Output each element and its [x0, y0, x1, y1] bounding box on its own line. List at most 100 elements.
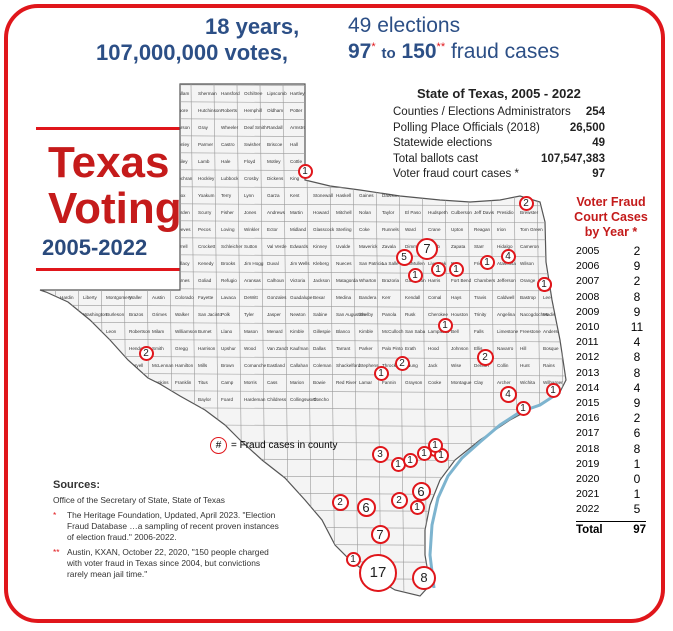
- county-label: Grayson: [405, 380, 423, 385]
- county-label: DeWitt: [244, 295, 259, 300]
- year-row: 2014 4: [576, 381, 646, 396]
- year-label: 2009: [576, 305, 600, 318]
- county-label: Lamb: [198, 159, 210, 164]
- fraud-count-badge: 3: [371, 445, 389, 463]
- county-label: Kimble: [359, 329, 373, 334]
- county-label: Blanco: [336, 329, 350, 334]
- county-label: Wise: [451, 363, 462, 368]
- total-label: Total: [576, 523, 603, 536]
- county-label: Rains: [543, 363, 555, 368]
- county-label: Liberty: [83, 295, 97, 300]
- year-cases: 2: [633, 244, 641, 258]
- county-label: Randall: [267, 125, 283, 130]
- county-label: Lynn: [244, 193, 254, 198]
- county-label: Carson: [175, 125, 190, 130]
- county-label: Swisher: [244, 142, 261, 147]
- county-label: Johnson: [451, 346, 469, 351]
- fraud-count-badge: 6: [356, 497, 376, 517]
- county-label: Jasper: [267, 312, 281, 317]
- county-label: Hale: [221, 159, 231, 164]
- county-label: Navarro: [497, 346, 514, 351]
- county-label: Reeves: [175, 227, 191, 232]
- year-cases: 1: [633, 456, 641, 471]
- county-label: Sutton: [244, 244, 258, 249]
- county-boundary: [40, 321, 566, 326]
- county-label: Nueces: [336, 261, 352, 266]
- county-label: Coke: [359, 227, 370, 232]
- county-label: Madison: [543, 312, 561, 317]
- county-label: Smith: [152, 346, 164, 351]
- year-label: 2013: [576, 366, 600, 379]
- year-label: 2012: [576, 351, 600, 364]
- county-label: Roberts: [221, 108, 238, 113]
- county-label: Lampasas: [428, 329, 450, 334]
- sources-heading: Sources:: [53, 479, 101, 491]
- county-label: Gonzales: [267, 295, 287, 300]
- county-label: Briscoe: [267, 142, 283, 147]
- county-label: Frio: [474, 261, 482, 266]
- county-label: Howard: [313, 210, 329, 215]
- county-label: Hidalgo: [497, 244, 513, 249]
- county-label: Collingsworth: [290, 397, 318, 402]
- county-label: Willacy: [175, 261, 190, 266]
- year-cases: 0: [633, 472, 641, 487]
- county-label: San Patricio: [359, 261, 384, 266]
- stats-label: Voter fraud court cases *: [393, 168, 519, 181]
- county-label: Crockett: [198, 244, 216, 249]
- county-label: Baylor: [198, 397, 211, 402]
- county-label: Sabine: [313, 312, 328, 317]
- county-label: Dallam: [175, 91, 189, 96]
- year-label: 2007: [576, 275, 600, 288]
- county-label: Ward: [405, 227, 416, 232]
- cases-total-row: Total 97: [576, 520, 646, 536]
- fraud-count-badge: 2: [331, 493, 349, 511]
- year-label: 2015: [576, 397, 600, 410]
- fraud-count-badge: 1: [407, 267, 423, 283]
- county-label: Kinney: [313, 244, 328, 249]
- county-label: La Salle: [382, 261, 399, 266]
- year-label: 2006: [576, 260, 600, 273]
- county-label: Grimes: [152, 312, 168, 317]
- county-label: Fisher: [221, 210, 234, 215]
- stats-row: Polling Place Officials (2018) 26,500: [393, 121, 605, 137]
- county-label: Sherman: [198, 91, 217, 96]
- year-cases: 9: [633, 259, 641, 274]
- county-label: Bell: [451, 329, 459, 334]
- note1-text: The Heritage Foundation, Updated, April …: [67, 510, 279, 542]
- county-label: Parmer: [198, 142, 214, 147]
- county-label: Wheeler: [221, 125, 239, 130]
- year-row: 2008 8: [576, 290, 646, 305]
- county-label: Bailey: [175, 159, 188, 164]
- year-label: 2011: [576, 336, 599, 349]
- fraud-count-badge: 4: [499, 385, 517, 403]
- fraud-count-badge: 1: [297, 163, 313, 179]
- county-label: Kendall: [405, 295, 420, 300]
- county-label: Hudspeth: [428, 210, 448, 215]
- county-label: Titus: [198, 380, 208, 385]
- county-label: Erath: [405, 346, 416, 351]
- county-label: Stonewall: [313, 193, 333, 198]
- county-label: Brooks: [221, 261, 236, 266]
- county-label: Hardin: [60, 295, 74, 300]
- county-label: Falls: [474, 329, 484, 334]
- county-label: Tarrant: [336, 346, 351, 351]
- stats-value: 254: [585, 106, 605, 118]
- stats-row: Voter fraud court cases * 97: [393, 167, 605, 183]
- county-label: Matagorda: [336, 278, 358, 283]
- county-label: Clay: [474, 380, 484, 385]
- county-label: Kimble: [290, 329, 304, 334]
- county-boundary: [40, 338, 566, 343]
- county-label: Irion: [497, 227, 506, 232]
- county-label: Palo Pinto: [382, 346, 403, 351]
- county-label: San Jacinto: [198, 312, 222, 317]
- title-texas: Texas: [48, 138, 170, 187]
- stats-label: Total ballots cast: [393, 152, 479, 165]
- fraud-count-badge: 2: [476, 348, 494, 366]
- county-label: Rusk: [405, 312, 416, 317]
- year-cases: 11: [630, 320, 644, 335]
- county-label: Dickens: [267, 176, 284, 181]
- county-label: Brazoria: [382, 278, 400, 283]
- county-label: Duval: [267, 261, 279, 266]
- year-cases: 4: [633, 335, 641, 350]
- stats-row: Counties / Elections Administrators 254: [393, 105, 605, 121]
